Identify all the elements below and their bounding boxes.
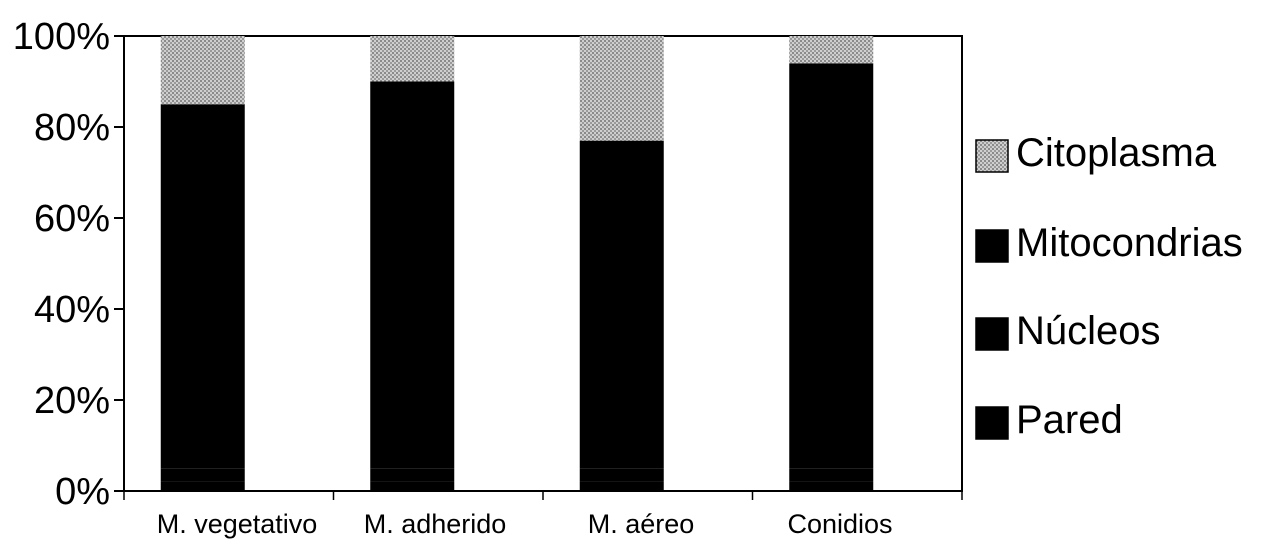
y-tick-label: 0% bbox=[55, 471, 110, 513]
bar-segment-pared bbox=[579, 481, 664, 491]
bar-segment-citoplasma bbox=[789, 36, 874, 64]
x-tick-label: M. adherido bbox=[364, 509, 507, 539]
legend-label: Núcleos bbox=[1016, 309, 1161, 353]
bar-segment-nucleos bbox=[789, 468, 874, 482]
bar-segment-citoplasma bbox=[579, 36, 664, 141]
x-tick-label: M. vegetativo bbox=[157, 509, 318, 539]
legend-swatch bbox=[975, 139, 1009, 173]
legend-swatch bbox=[975, 229, 1009, 263]
bar-segment-citoplasma bbox=[160, 36, 245, 105]
legend-label: Pared bbox=[1016, 398, 1123, 442]
bar-segment-mitocondrias bbox=[579, 140, 664, 469]
bar-segment-mitocondrias bbox=[160, 104, 245, 469]
bars bbox=[160, 36, 874, 491]
bar-segment-citoplasma bbox=[370, 36, 455, 82]
y-tick-label: 40% bbox=[34, 289, 110, 331]
legend-swatch bbox=[975, 406, 1009, 440]
bar-segment-pared bbox=[370, 481, 455, 491]
bar-segment-pared bbox=[160, 481, 245, 491]
y-tick-label: 80% bbox=[34, 107, 110, 149]
bar-segment-mitocondrias bbox=[370, 81, 455, 469]
y-axis: 0% 20% 40% 60% 80% 100% bbox=[13, 16, 124, 513]
x-axis: M. vegetativo M. adherido M. aéreo Conidios bbox=[123, 491, 963, 539]
y-tick-label: 100% bbox=[13, 16, 110, 58]
legend: Citoplasma Mitocondrias Núcleos Pared bbox=[975, 131, 1243, 442]
bar-segment-mitocondrias bbox=[789, 63, 874, 469]
y-tick-label: 20% bbox=[34, 380, 110, 422]
legend-label: Citoplasma bbox=[1016, 131, 1217, 175]
bar-segment-nucleos bbox=[370, 468, 455, 482]
legend-swatch bbox=[975, 317, 1009, 351]
y-tick-label: 60% bbox=[34, 198, 110, 240]
bar-segment-nucleos bbox=[579, 468, 664, 482]
x-tick-label: M. aéreo bbox=[588, 509, 695, 539]
legend-label: Mitocondrias bbox=[1016, 221, 1243, 265]
bar-segment-pared bbox=[789, 481, 874, 491]
x-tick-label: Conidios bbox=[787, 509, 892, 539]
bar-segment-nucleos bbox=[160, 468, 245, 482]
